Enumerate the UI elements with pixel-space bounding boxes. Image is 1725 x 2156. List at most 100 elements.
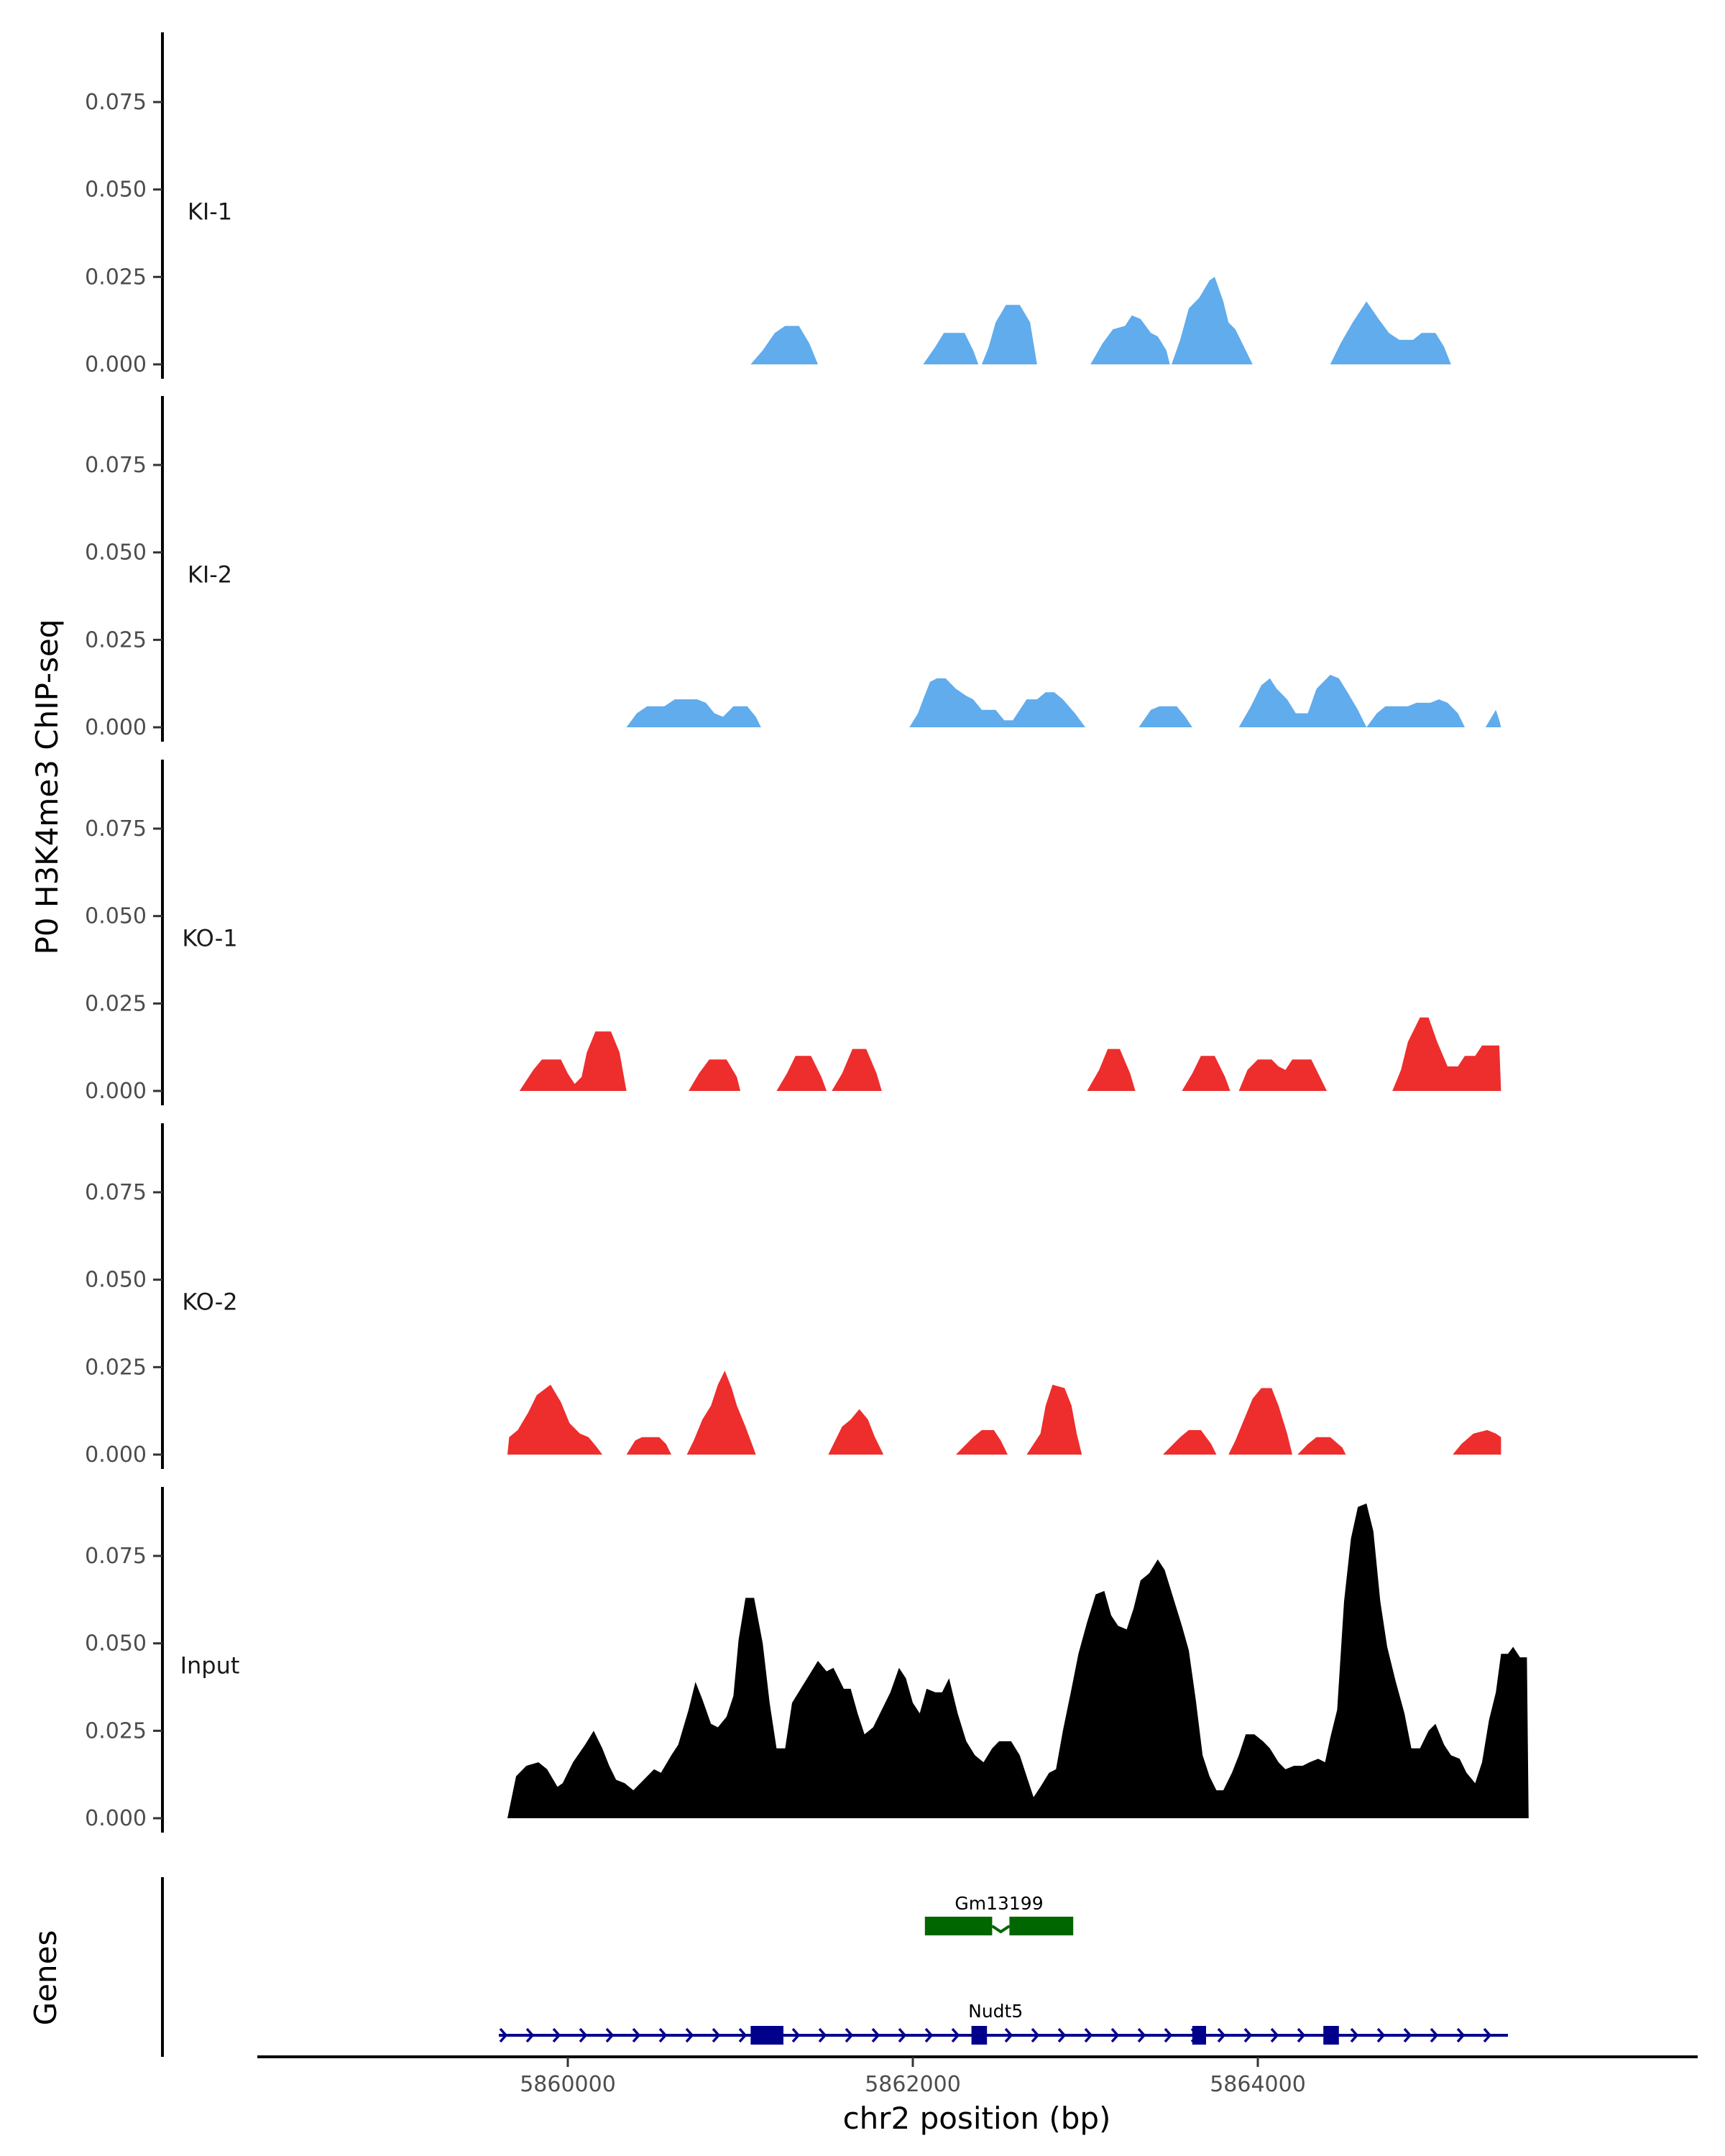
- y-tick-label: 0.025: [85, 264, 147, 290]
- y-tick-label: 0.000: [85, 715, 147, 740]
- exon-block: [1009, 1917, 1074, 1935]
- signal-peak: [626, 1437, 671, 1455]
- exon-block: [971, 2026, 988, 2045]
- track-ko-2: 0.000 0.025 0.050 0.075 KO-2: [85, 1123, 1501, 1469]
- strand-arrow: [525, 2027, 535, 2043]
- strand-arrow: [1376, 2027, 1386, 2043]
- strand-arrow: [1430, 2027, 1439, 2043]
- signal-peak: [1453, 1429, 1501, 1455]
- signal-peak: [956, 1429, 1008, 1455]
- track-ki-2: 0.000 0.025 0.050 0.075 KI-2: [85, 396, 1501, 742]
- strand-arrow: [1350, 2027, 1359, 2043]
- gene-nudt5: Nudt5: [499, 2001, 1508, 2045]
- signal-peak: [1172, 277, 1253, 364]
- signal-peak: [519, 1031, 627, 1091]
- signal-peak: [1330, 301, 1451, 364]
- signal-peak: [909, 678, 1085, 727]
- strand-arrow: [1217, 2027, 1226, 2043]
- track-label-ki-2: KI-2: [188, 561, 232, 588]
- gene-label: Nudt5: [968, 2001, 1023, 2022]
- gene-label: Gm13199: [954, 1893, 1043, 1914]
- signal-peak: [1392, 1017, 1501, 1091]
- signal-peak: [1163, 1429, 1217, 1455]
- strand-arrow: [712, 2027, 721, 2043]
- signal-peak: [1366, 699, 1465, 727]
- genes-track-title: Genes: [28, 1930, 63, 2026]
- signal-peak: [832, 1049, 882, 1091]
- signal-peak: [750, 326, 818, 364]
- strand-arrow: [605, 2027, 615, 2043]
- signal-tracks: 0.0000.0250.0500.075KI-10.0000.0250.0500…: [85, 32, 1529, 1833]
- strand-arrow: [818, 2027, 827, 2043]
- gene-gm13199: Gm13199: [924, 1893, 1074, 1935]
- y-tick-label: 0.000: [85, 352, 147, 377]
- strand-arrow: [1137, 2027, 1146, 2043]
- strand-arrow: [845, 2027, 854, 2043]
- signal-peak: [1238, 675, 1367, 727]
- signal-peak: [1228, 1388, 1292, 1455]
- strand-arrow: [1243, 2027, 1253, 2043]
- strand-arrow: [898, 2027, 907, 2043]
- signal-peak: [1138, 706, 1192, 727]
- signal-peak: [507, 1384, 602, 1455]
- signal-peak: [1297, 1437, 1346, 1455]
- y-tick-label: 0.075: [85, 816, 147, 842]
- signal-peak: [626, 699, 761, 727]
- strand-arrow: [552, 2027, 561, 2043]
- strand-arrow: [499, 2027, 508, 2043]
- exon-block: [924, 1917, 993, 1935]
- gene-track: Gm13199 Nudt5: [161, 1877, 1508, 2057]
- signal-peak: [689, 1059, 740, 1091]
- strand-arrow: [1164, 2027, 1173, 2043]
- strand-arrow: [1031, 2027, 1040, 2043]
- strand-arrow: [1456, 2027, 1466, 2043]
- y-tick-label: 0.075: [85, 453, 147, 478]
- track-label-ki-1: KI-1: [188, 198, 232, 225]
- track-label-ko-1: KO-1: [182, 924, 237, 952]
- signal-peak: [1485, 709, 1501, 727]
- exon-block: [750, 2026, 783, 2045]
- y-tick-label: 0.050: [85, 1268, 147, 1293]
- x-axis-title: chr2 position (bp): [843, 2101, 1111, 2136]
- y-tick-label: 0.075: [85, 1544, 147, 1569]
- y-tick-label: 0.075: [85, 90, 147, 115]
- strand-arrow: [1057, 2027, 1067, 2043]
- strand-arrow: [1297, 2027, 1306, 2043]
- signal-peak: [828, 1409, 884, 1455]
- intron-line: [991, 1925, 1011, 1934]
- strand-arrow: [1110, 2027, 1120, 2043]
- signal-peak: [982, 305, 1037, 364]
- signal-peak: [776, 1056, 827, 1091]
- strand-arrow: [951, 2027, 960, 2043]
- strand-arrow: [871, 2027, 880, 2043]
- y-tick-label: 0.050: [85, 1631, 147, 1657]
- signal-peak: [1087, 1049, 1136, 1091]
- exon-block: [1192, 2026, 1206, 2045]
- strand-arrow: [1403, 2027, 1412, 2043]
- track-input: 0.000 0.025 0.050 0.075 Input: [85, 1487, 1529, 1833]
- track-ko-1: 0.000 0.025 0.050 0.075 KO-1: [85, 760, 1501, 1105]
- exon-block: [1323, 2026, 1339, 2045]
- x-tick-label: 5864000: [1210, 2072, 1306, 2097]
- strand-arrow: [791, 2027, 801, 2043]
- signal-peak: [1182, 1056, 1230, 1091]
- y-tick-label: 0.000: [85, 1442, 147, 1468]
- strand-arrow: [632, 2027, 641, 2043]
- strand-arrow: [1004, 2027, 1013, 2043]
- strand-arrow: [1270, 2027, 1279, 2043]
- y-tick-label: 0.050: [85, 178, 147, 203]
- y-tick-label: 0.000: [85, 1079, 147, 1104]
- x-tick-label: 5860000: [520, 2072, 616, 2097]
- y-axis-title: P0 H3K4me3 ChIP-seq: [29, 619, 65, 954]
- strand-arrow: [924, 2027, 934, 2043]
- x-tick-label: 5862000: [865, 2072, 961, 2097]
- x-axis: 5860000 5862000 5864000: [257, 2055, 1698, 2097]
- y-tick-label: 0.025: [85, 1355, 147, 1380]
- y-tick-label: 0.050: [85, 904, 147, 929]
- signal-peak: [1026, 1384, 1082, 1455]
- y-tick-label: 0.050: [85, 540, 147, 566]
- strand-arrow: [1483, 2027, 1492, 2043]
- y-tick-label: 0.025: [85, 1718, 147, 1743]
- y-tick-label: 0.000: [85, 1806, 147, 1831]
- track-ki-1: 0.000 0.025 0.050 0.075 KI-1: [85, 32, 1451, 379]
